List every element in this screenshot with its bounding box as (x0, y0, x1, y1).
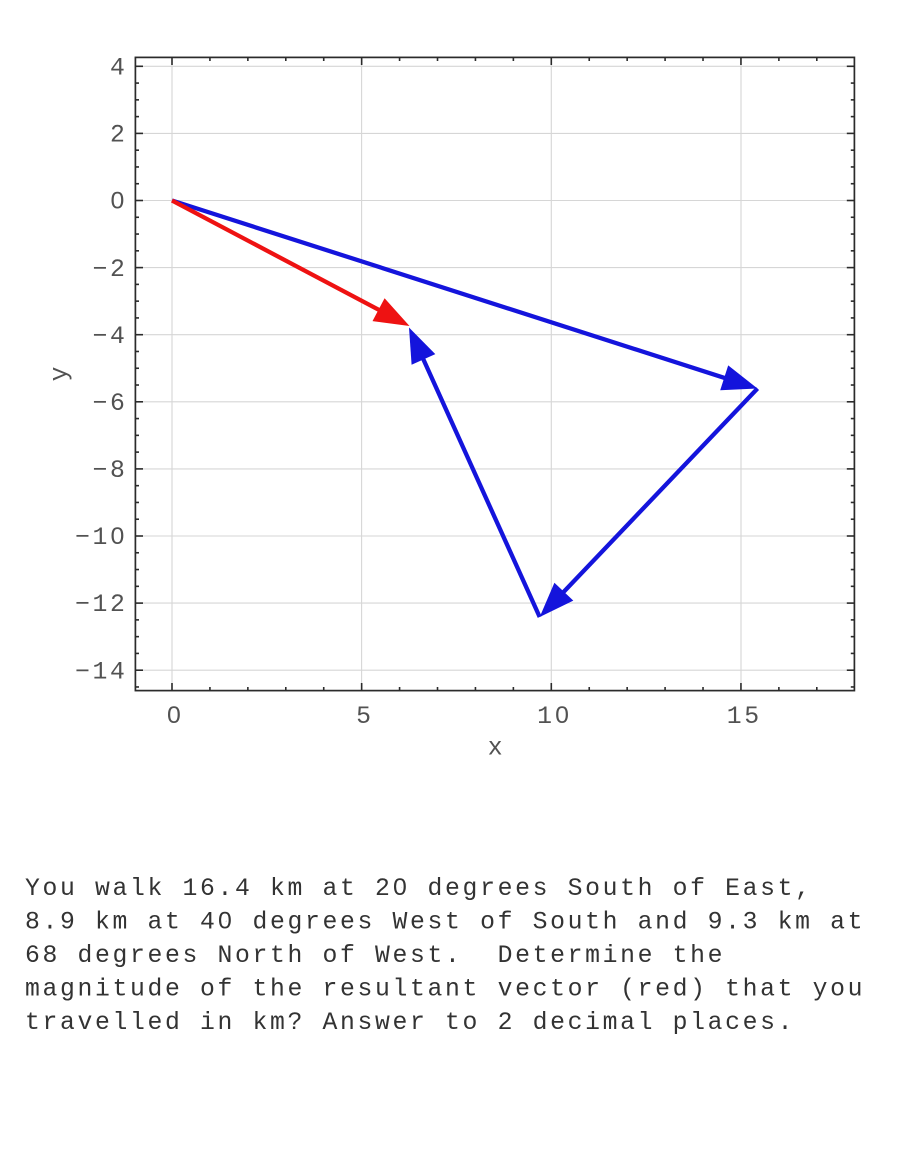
svg-text:8.9 km at 40 degrees West of S: 8.9 km at 40 degrees West of South and 9… (25, 908, 865, 936)
svg-text:−14: −14 (75, 658, 128, 686)
svg-text:−4: −4 (92, 323, 127, 351)
svg-text:magnitude of the resultant vec: magnitude of the resultant vector (red) … (25, 975, 865, 1003)
svg-text:2: 2 (110, 122, 128, 150)
svg-text:−10: −10 (75, 524, 128, 552)
svg-text:10: 10 (537, 703, 572, 731)
svg-text:−6: −6 (92, 390, 127, 418)
svg-text:0: 0 (110, 189, 128, 217)
svg-text:y: y (47, 366, 75, 381)
svg-text:−8: −8 (92, 457, 127, 485)
svg-text:x: x (488, 734, 503, 762)
svg-text:0: 0 (167, 703, 185, 731)
svg-text:5: 5 (356, 703, 374, 731)
svg-text:4: 4 (110, 55, 128, 83)
svg-text:−12: −12 (75, 591, 128, 619)
svg-text:−2: −2 (92, 256, 127, 284)
svg-text:You walk 16.4 km at 20 degrees: You walk 16.4 km at 20 degrees South of … (25, 875, 813, 903)
svg-text:15: 15 (727, 703, 762, 731)
svg-text:travelled in km? Answer to 2 d: travelled in km? Answer to 2 decimal pla… (25, 1009, 795, 1037)
svg-text:68 degrees North of West. Det: 68 degrees North of West. Determine the (25, 942, 725, 970)
